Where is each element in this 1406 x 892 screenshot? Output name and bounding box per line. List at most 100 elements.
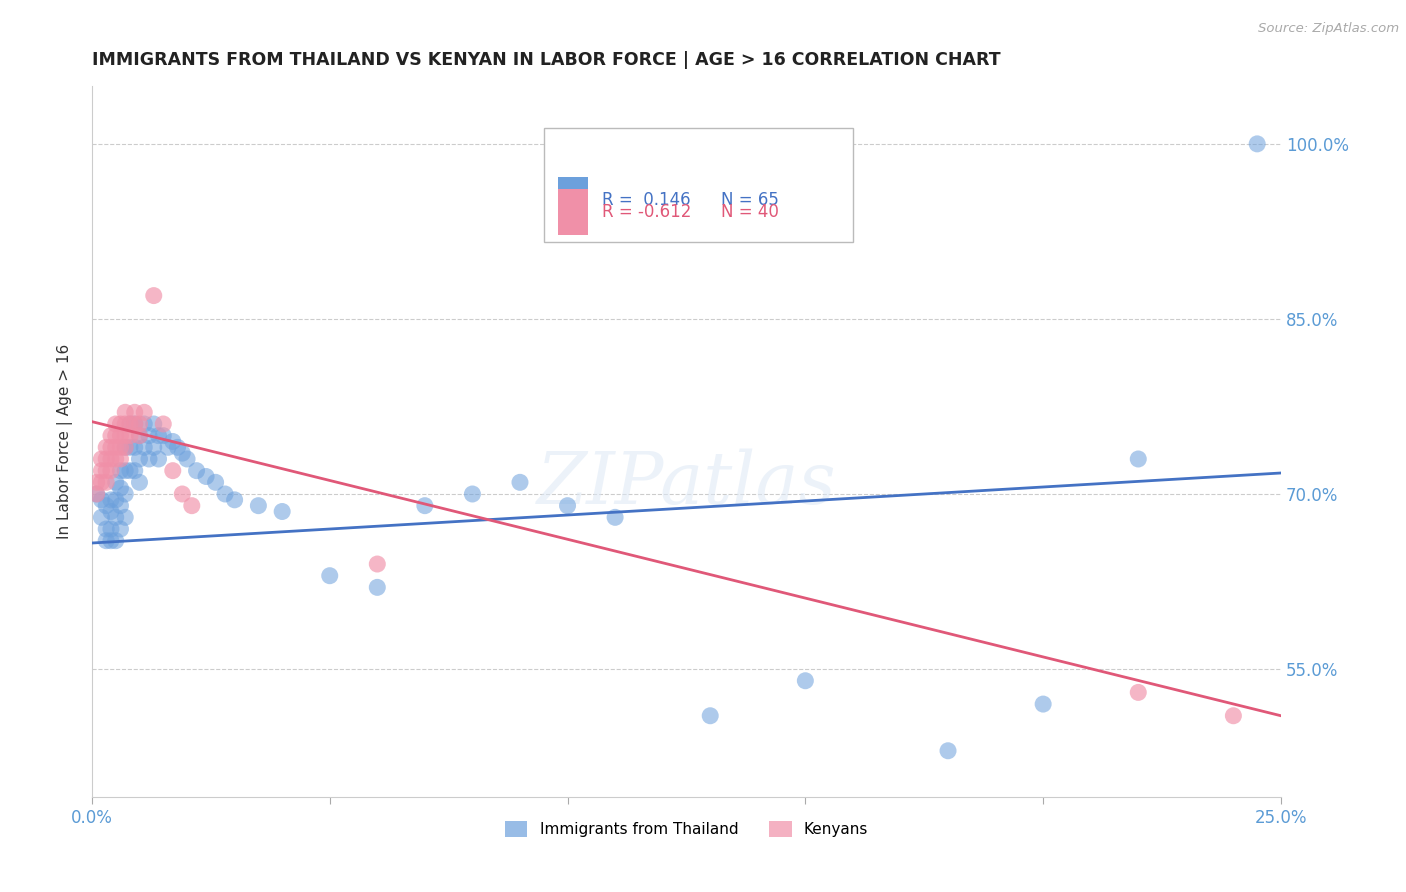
Point bbox=[104, 533, 127, 548]
Point bbox=[195, 469, 218, 483]
Point bbox=[1246, 136, 1268, 151]
Point bbox=[152, 428, 174, 442]
Point bbox=[128, 417, 150, 431]
Point bbox=[366, 557, 388, 571]
Point bbox=[124, 440, 146, 454]
Text: IMMIGRANTS FROM THAILAND VS KENYAN IN LABOR FORCE | AGE > 16 CORRELATION CHART: IMMIGRANTS FROM THAILAND VS KENYAN IN LA… bbox=[91, 51, 1001, 69]
Point bbox=[100, 533, 122, 548]
Point bbox=[90, 492, 112, 507]
Point bbox=[152, 417, 174, 431]
Point bbox=[148, 452, 170, 467]
Point bbox=[96, 452, 118, 467]
Point bbox=[86, 487, 108, 501]
Point bbox=[114, 417, 136, 431]
Point bbox=[104, 440, 127, 454]
Point bbox=[138, 428, 160, 442]
Point bbox=[118, 428, 141, 442]
Point bbox=[90, 510, 112, 524]
Point bbox=[148, 428, 170, 442]
Point bbox=[110, 417, 132, 431]
Point bbox=[86, 487, 108, 501]
FancyBboxPatch shape bbox=[544, 128, 853, 242]
Point bbox=[96, 475, 118, 490]
Point bbox=[128, 428, 150, 442]
Point bbox=[118, 417, 141, 431]
Point bbox=[180, 499, 202, 513]
Point bbox=[110, 499, 132, 513]
Point bbox=[114, 464, 136, 478]
Point bbox=[90, 464, 112, 478]
Point bbox=[110, 481, 132, 495]
Point bbox=[319, 568, 342, 582]
Point bbox=[114, 428, 136, 442]
Point bbox=[104, 452, 127, 467]
Point bbox=[1032, 697, 1054, 711]
Point bbox=[142, 417, 165, 431]
Point bbox=[1128, 685, 1150, 699]
Point bbox=[413, 499, 436, 513]
Point bbox=[100, 504, 122, 518]
Point bbox=[114, 440, 136, 454]
Text: R = -0.612: R = -0.612 bbox=[602, 202, 692, 221]
Point bbox=[603, 510, 626, 524]
Text: N = 40: N = 40 bbox=[721, 202, 779, 221]
Point bbox=[157, 440, 180, 454]
FancyBboxPatch shape bbox=[558, 189, 588, 235]
Point bbox=[118, 464, 141, 478]
Point bbox=[110, 464, 132, 478]
Point bbox=[128, 452, 150, 467]
Point bbox=[96, 499, 118, 513]
Point bbox=[96, 464, 118, 478]
Point bbox=[104, 510, 127, 524]
Point bbox=[224, 492, 246, 507]
Point bbox=[96, 440, 118, 454]
Point bbox=[162, 434, 184, 449]
Point bbox=[90, 452, 112, 467]
Point bbox=[134, 405, 156, 419]
Point bbox=[124, 417, 146, 431]
Point bbox=[247, 499, 270, 513]
Point bbox=[100, 522, 122, 536]
Point bbox=[114, 440, 136, 454]
Point bbox=[118, 417, 141, 431]
FancyBboxPatch shape bbox=[558, 177, 588, 223]
Point bbox=[104, 475, 127, 490]
Point bbox=[114, 405, 136, 419]
Point bbox=[110, 522, 132, 536]
Point bbox=[110, 428, 132, 442]
Point bbox=[128, 428, 150, 442]
Point bbox=[114, 510, 136, 524]
Point bbox=[461, 487, 484, 501]
Point bbox=[104, 492, 127, 507]
Point bbox=[699, 708, 721, 723]
Point bbox=[124, 417, 146, 431]
Point bbox=[90, 475, 112, 490]
Point bbox=[142, 288, 165, 302]
Point bbox=[124, 405, 146, 419]
Point bbox=[271, 504, 294, 518]
Point bbox=[100, 452, 122, 467]
Point bbox=[124, 464, 146, 478]
Point bbox=[118, 440, 141, 454]
Point bbox=[204, 475, 226, 490]
Point bbox=[104, 417, 127, 431]
Point bbox=[166, 440, 188, 454]
Point bbox=[100, 464, 122, 478]
Point bbox=[138, 452, 160, 467]
Point bbox=[1128, 452, 1150, 467]
Point bbox=[936, 744, 959, 758]
Point bbox=[100, 440, 122, 454]
Point bbox=[96, 522, 118, 536]
Point bbox=[100, 428, 122, 442]
Point bbox=[366, 580, 388, 594]
Legend: Immigrants from Thailand, Kenyans: Immigrants from Thailand, Kenyans bbox=[498, 815, 875, 843]
Point bbox=[794, 673, 817, 688]
Point bbox=[172, 446, 194, 460]
Point bbox=[186, 464, 208, 478]
Point bbox=[172, 487, 194, 501]
Point bbox=[134, 440, 156, 454]
Text: N = 65: N = 65 bbox=[721, 191, 779, 209]
Point bbox=[104, 428, 127, 442]
Point bbox=[162, 464, 184, 478]
Point bbox=[100, 492, 122, 507]
